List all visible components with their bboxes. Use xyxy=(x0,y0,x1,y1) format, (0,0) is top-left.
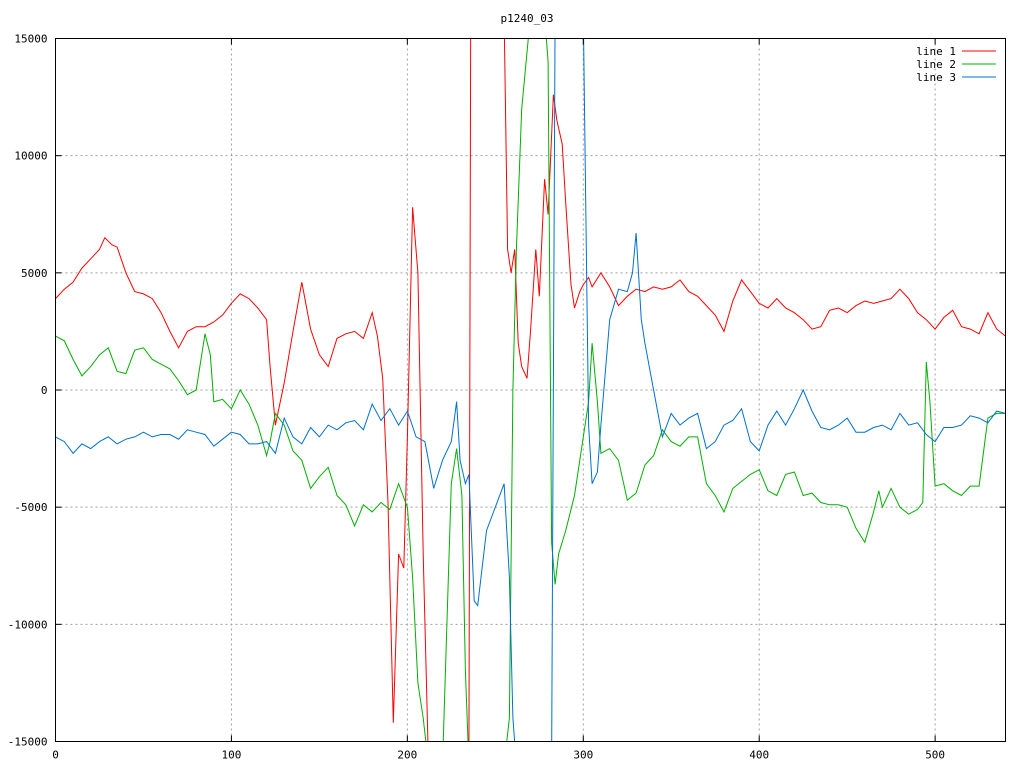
series-line-1 xyxy=(55,38,1006,742)
y-tick-label: 10000 xyxy=(14,150,47,163)
x-tick-label: 400 xyxy=(749,749,769,762)
y-tick-label: 5000 xyxy=(21,267,48,280)
legend-label: line 2 xyxy=(916,58,956,71)
y-tick-label: 0 xyxy=(41,384,48,397)
plot-area xyxy=(55,38,1006,742)
x-tick-label: 300 xyxy=(573,749,593,762)
grid-layer xyxy=(55,38,1006,742)
y-tick-label: 15000 xyxy=(14,33,47,46)
legend-label: line 3 xyxy=(916,71,956,84)
series-line-3 xyxy=(55,38,1006,742)
axes: -15000 -10000 -5000 0 5000 10000 15000 0 100 200 3… xyxy=(8,33,1006,762)
x-tick-label: 200 xyxy=(397,749,417,762)
y-tick-label: -10000 xyxy=(8,618,48,631)
chart-title: p1240_03 xyxy=(501,12,554,25)
series-line-2 xyxy=(55,38,1006,742)
x-tick-label: 100 xyxy=(221,749,241,762)
y-tick-label: -5000 xyxy=(14,501,47,514)
x-tick-label: 500 xyxy=(925,749,945,762)
legend-label: line 1 xyxy=(916,45,956,58)
y-tick-label: -15000 xyxy=(8,736,48,749)
x-tick-label: 0 xyxy=(52,749,59,762)
